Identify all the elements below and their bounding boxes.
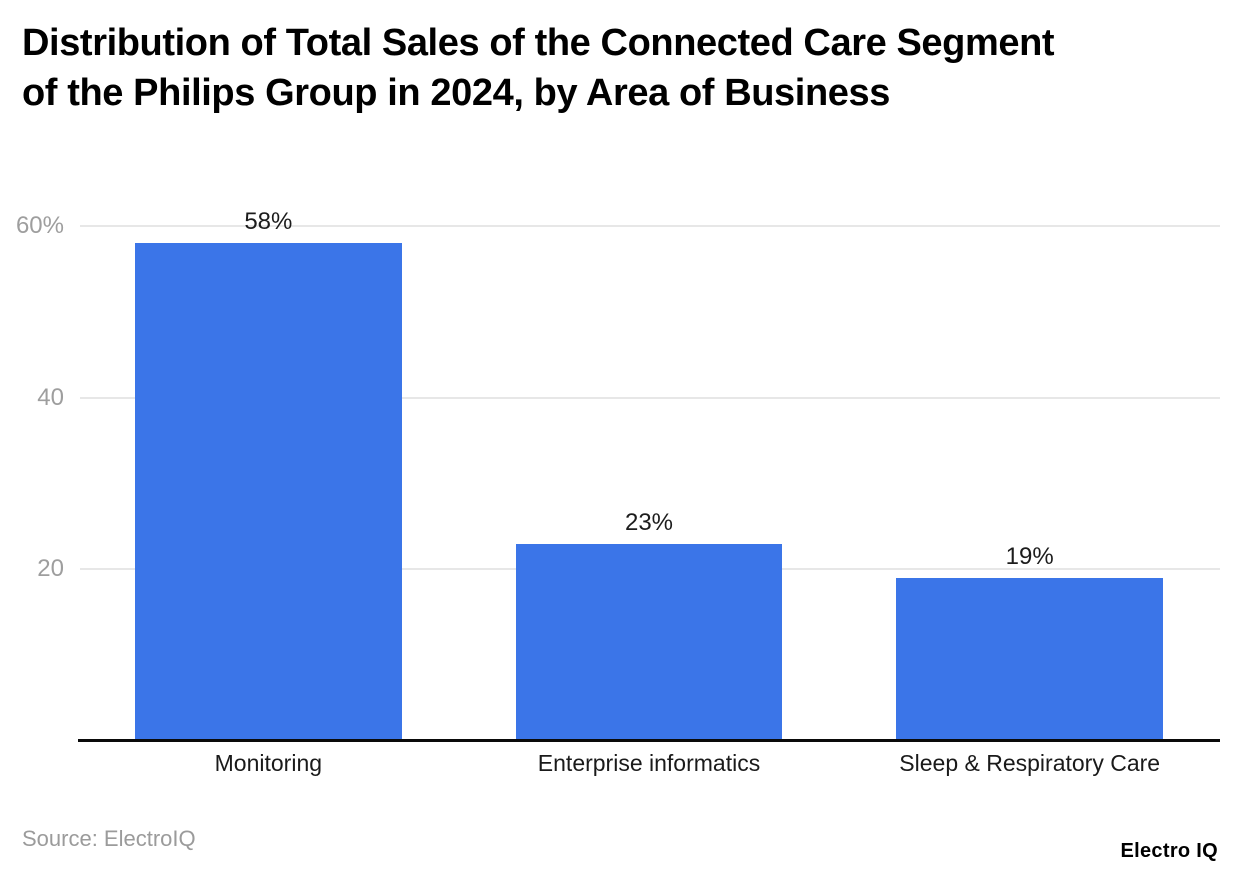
bar-monitoring[interactable] [135, 243, 402, 741]
bar-enterprise-informatics[interactable] [515, 543, 783, 741]
bar-series: 58% 23% 19% [78, 208, 1220, 741]
x-label-sleep-respiratory-care: Sleep & Respiratory Care [899, 750, 1161, 776]
x-label-monitoring: Monitoring [214, 750, 323, 776]
chart-title-line-2: of the Philips Group in 2024, by Area of… [22, 72, 890, 114]
gridline-60 [80, 225, 1220, 227]
value-label-sleep-respiratory-care: 19% [1005, 542, 1054, 570]
bar-column-sleep-respiratory-care: 19% [839, 226, 1220, 741]
source-note: Source: ElectroIQ [22, 826, 196, 851]
y-tick-label-40: 40 [37, 383, 64, 411]
bar-sleep-respiratory-care[interactable] [896, 577, 1163, 741]
x-axis-line [78, 739, 1220, 742]
bar-column-enterprise-informatics: 23% [459, 226, 840, 741]
y-axis: 60% 40 20 [0, 212, 64, 741]
y-tick-label-20: 20 [37, 555, 64, 583]
chart-title-line-1: Distribution of Total Sales of the Conne… [22, 22, 1055, 64]
x-axis-labels: Monitoring Enterprise informatics Sleep & … [78, 750, 1220, 777]
x-label-enterprise-informatics: Enterprise informatics [537, 750, 761, 776]
brand-logo: Electro IQ [1120, 840, 1218, 862]
value-label-enterprise-informatics: 23% [624, 508, 674, 536]
chart-title: Distribution of Total Sales of the Conne… [22, 18, 1222, 118]
gridline-40 [80, 396, 1220, 399]
y-tick-label-60: 60% [15, 212, 64, 239]
plot-area: 58% 23% 19% [78, 208, 1220, 741]
bar-column-monitoring: 58% [78, 208, 459, 741]
value-label-monitoring: 58% [244, 208, 293, 236]
